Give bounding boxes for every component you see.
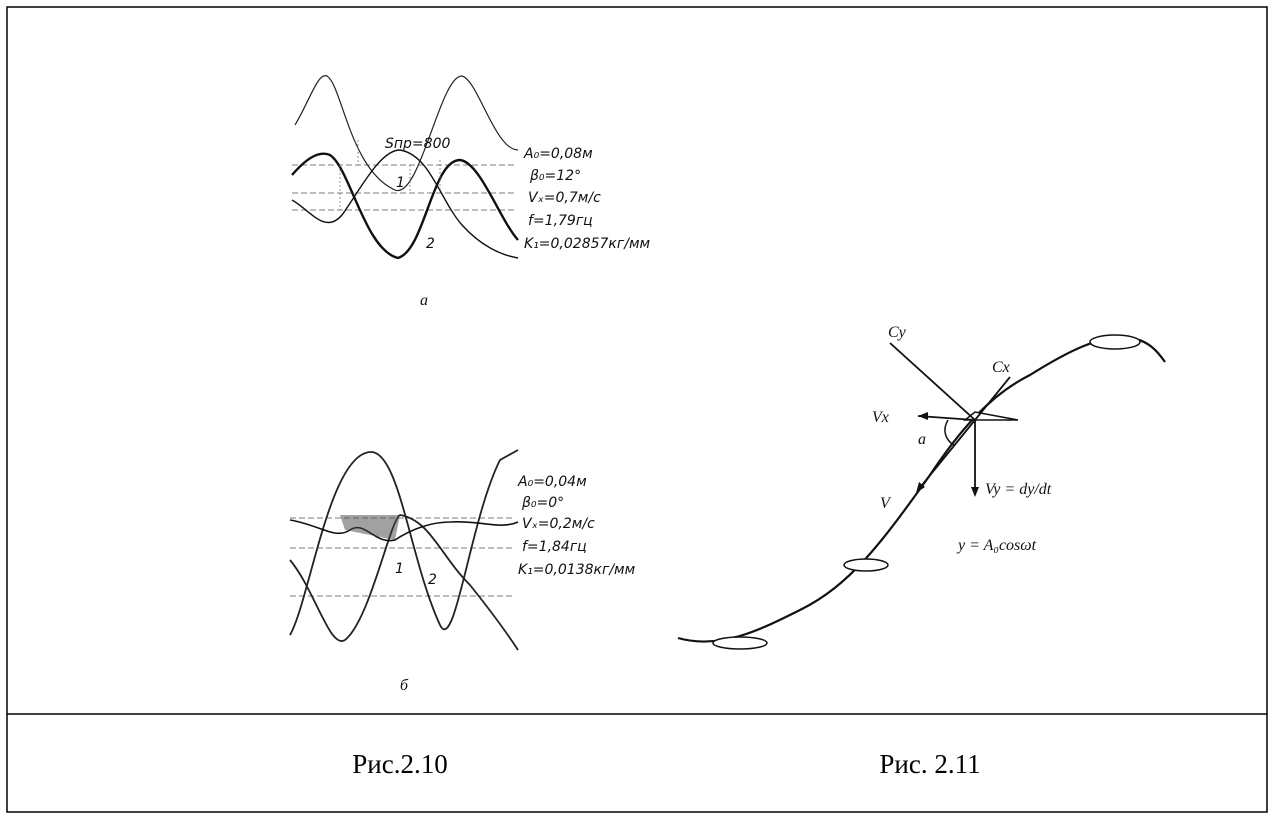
trajectory-diagram	[678, 335, 1165, 649]
parameter: A₀=0,04м	[517, 474, 587, 490]
parameter: f=1,84гц	[522, 539, 587, 555]
parameter: f=1,79гц	[528, 213, 593, 229]
curve-label: 1	[396, 175, 405, 191]
equation: y = A₀cosωt	[956, 537, 1037, 554]
vector-label: V	[880, 495, 892, 512]
page: Sпр=800 1 2 A₀=0,08м β₀=12° Vₓ=0,7м/с f=…	[0, 0, 1274, 821]
parameter: β₀=12°	[529, 168, 581, 184]
area-label: Sпр=800	[385, 136, 450, 152]
vector-label: Cy	[888, 324, 907, 341]
curve-label: 2	[426, 236, 435, 252]
oscillogram-a	[292, 76, 518, 258]
parameter: Vₓ=0,2м/с	[522, 516, 595, 532]
curve-label: 2	[428, 572, 437, 588]
panel-label: б	[400, 677, 409, 694]
vector-label: Vy = dy/dt	[985, 481, 1052, 498]
parameter: Vₓ=0,7м/с	[528, 190, 601, 206]
frame	[7, 7, 1267, 812]
angle-label: a	[918, 431, 926, 448]
parameter: K₁=0,0138кг/мм	[518, 562, 636, 578]
figure-caption: Рис.2.10	[352, 749, 447, 779]
panel-label: а	[420, 292, 428, 309]
parameter: β₀=0°	[521, 495, 564, 511]
parameter: K₁=0,02857кг/мм	[524, 236, 651, 252]
oscillogram-b	[290, 450, 518, 650]
vector-label: Vx	[872, 409, 889, 426]
curve-label: 1	[395, 561, 404, 577]
figure-caption: Рис. 2.11	[879, 749, 980, 779]
vector-label: Cx	[992, 359, 1010, 376]
parameter: A₀=0,08м	[523, 146, 593, 162]
